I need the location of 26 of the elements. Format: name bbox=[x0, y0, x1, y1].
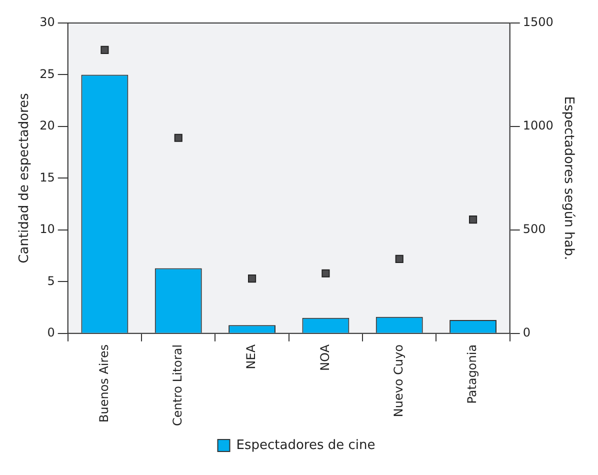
point bbox=[174, 134, 182, 142]
point bbox=[322, 269, 330, 278]
y-tick-label: 15 bbox=[40, 170, 55, 184]
y-tick-label: 5 bbox=[47, 274, 55, 288]
y2-axis-title: Espectadores según hab. bbox=[560, 96, 576, 260]
y-tick-label: 25 bbox=[40, 66, 55, 81]
x-tick-label: NEA bbox=[244, 344, 258, 370]
y-tick-label: 10 bbox=[40, 222, 55, 236]
y-tick-label: 0 bbox=[47, 326, 55, 340]
y-axis-title: Cantidad de espectadores bbox=[17, 92, 32, 264]
y-tick-label: 20 bbox=[40, 118, 55, 133]
point bbox=[468, 216, 478, 224]
y-tick-label: 30 bbox=[40, 15, 55, 30]
legend-label: Espectadores de cine bbox=[236, 438, 376, 453]
x-tick-label: Buenos Aires bbox=[96, 344, 111, 423]
point bbox=[395, 254, 404, 263]
point bbox=[248, 274, 256, 283]
x-tick-label: Centro Litoral bbox=[170, 344, 184, 426]
x-tick-label: Patagonia bbox=[465, 344, 480, 404]
point bbox=[100, 46, 109, 54]
x-tick-label: NOA bbox=[318, 344, 332, 371]
x-tick-label: Nuevo Cuyo bbox=[391, 344, 406, 418]
y2-tick-label: 1500 bbox=[522, 15, 554, 30]
y2-tick-label: 500 bbox=[522, 222, 546, 236]
y2-tick-label: 1000 bbox=[522, 118, 554, 133]
y2-tick-label: 0 bbox=[522, 326, 530, 340]
